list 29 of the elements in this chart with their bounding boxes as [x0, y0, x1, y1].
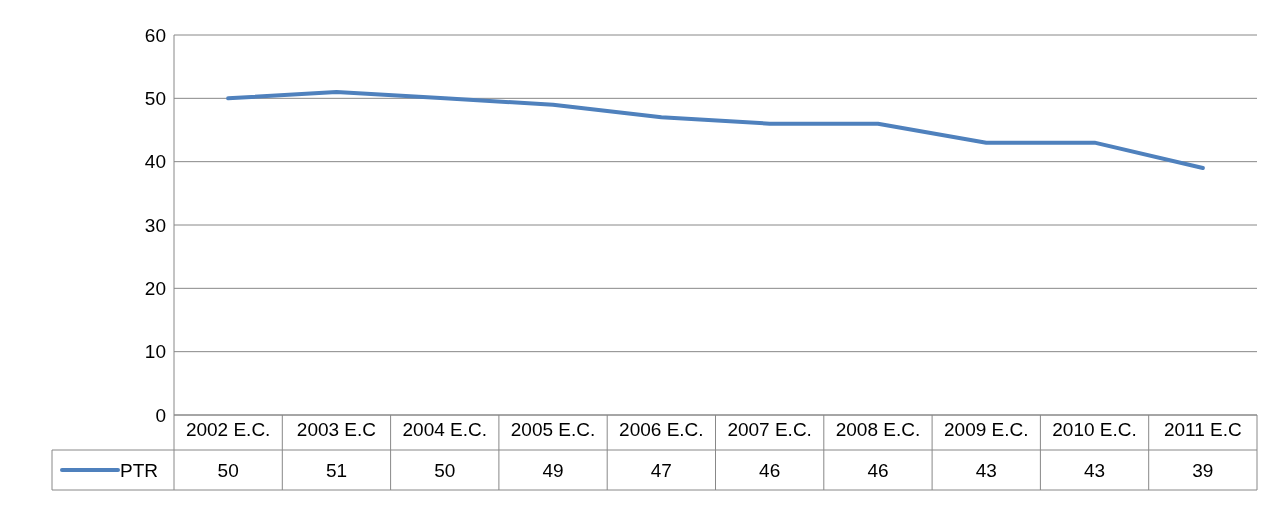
x-tick-label: 2008 E.C.	[835, 419, 921, 441]
data-label: 51	[325, 460, 348, 481]
x-tick-label: 2003 E.C	[296, 419, 377, 441]
data-label: 43	[975, 460, 997, 481]
data-label: 43	[1083, 460, 1106, 481]
y-tick-label: 50	[144, 88, 166, 110]
y-tick-label: 40	[144, 151, 166, 173]
line-series	[226, 90, 1205, 170]
data-label: 47	[650, 460, 672, 481]
data-label: 46	[759, 460, 781, 481]
x-tick-label: 2007 E.C.	[727, 419, 812, 441]
data-label: 46	[867, 460, 889, 481]
y-tick-label: 0	[155, 404, 166, 426]
y-tick-label: 10	[144, 341, 166, 363]
legend-label: PTR	[120, 460, 158, 481]
data-label: 50	[217, 460, 239, 481]
x-tick-label: 2002 E.C.	[185, 419, 271, 441]
y-tick-label: 30	[144, 214, 166, 236]
x-tick-label: 2004 E.C.	[402, 419, 487, 441]
x-tick-label: 2009 E.C.	[944, 419, 1029, 441]
x-tick-label: 2005 E.C.	[510, 419, 596, 441]
x-tick-label: 2006 E.C.	[619, 419, 704, 441]
x-tick-label: 2010 E.C.	[1052, 419, 1137, 441]
x-tick-label: 2011 E.C	[1163, 419, 1242, 441]
y-tick-label: 60	[144, 24, 166, 46]
y-tick-label: 20	[144, 278, 166, 300]
data-label: 50	[434, 460, 456, 481]
data-label: 49	[542, 460, 564, 481]
data-label: 39	[1192, 460, 1214, 481]
